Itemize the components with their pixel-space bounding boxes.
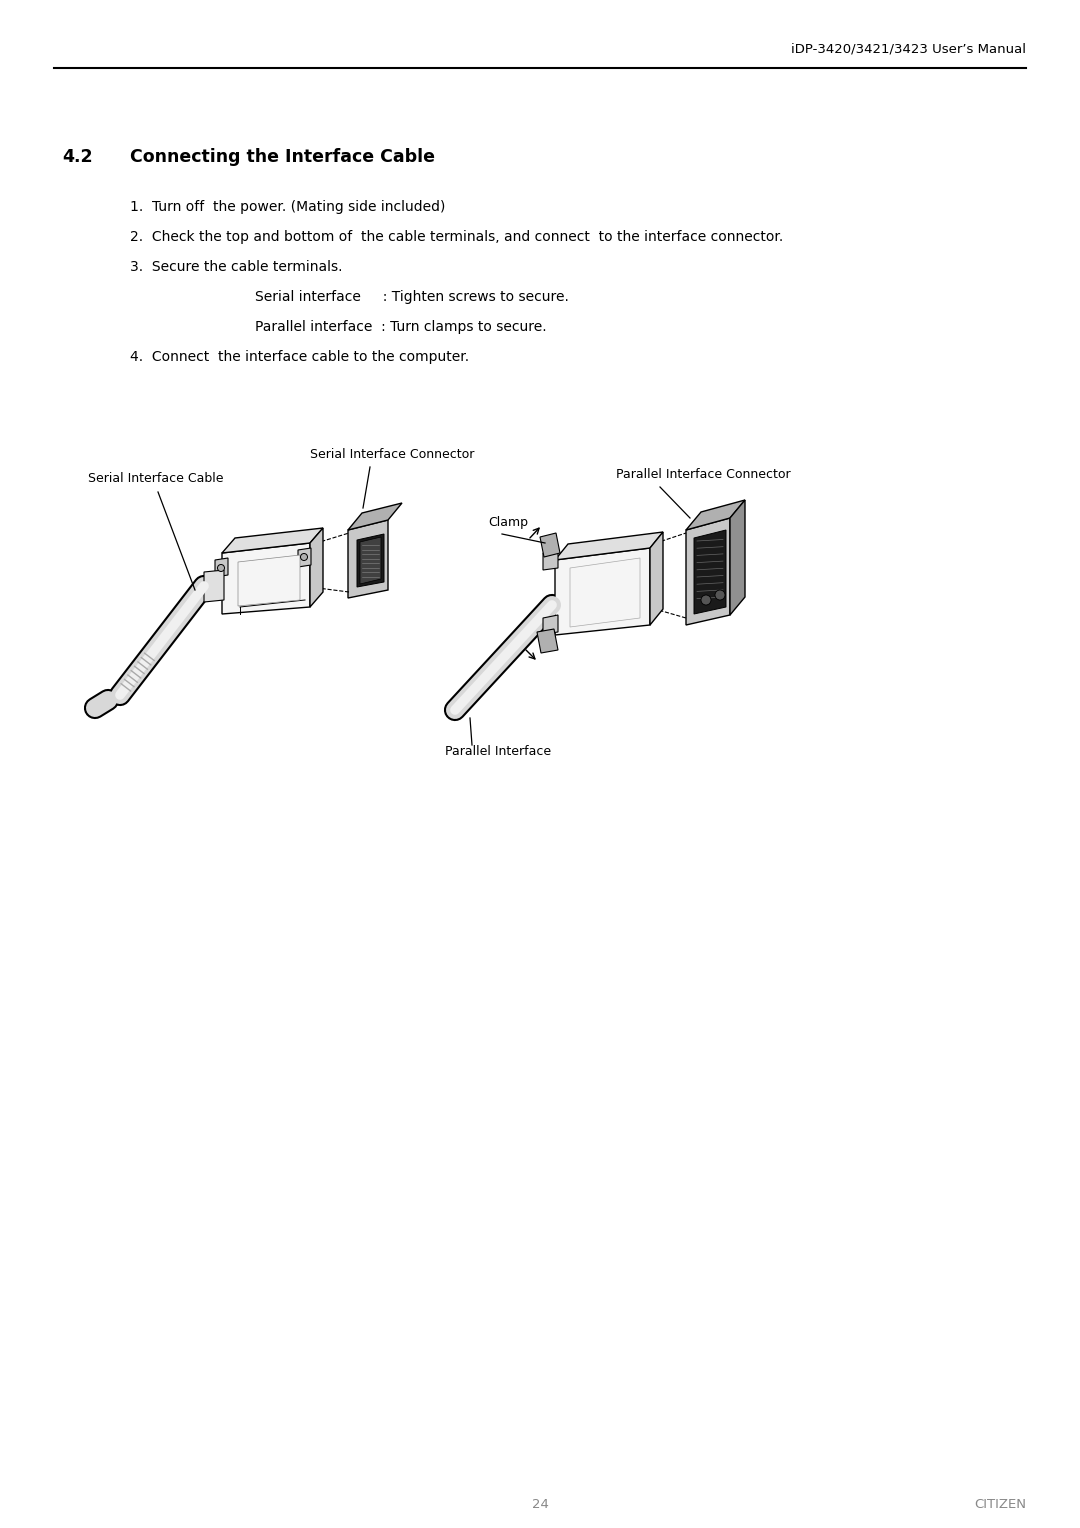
Polygon shape: [204, 570, 224, 602]
Text: iDP-3420/3421/3423 User’s Manual: iDP-3420/3421/3423 User’s Manual: [791, 41, 1026, 55]
Circle shape: [217, 564, 225, 571]
Text: Parallel Interface: Parallel Interface: [445, 746, 551, 758]
Polygon shape: [360, 536, 381, 584]
Text: 1.  Turn off  the power. (Mating side included): 1. Turn off the power. (Mating side incl…: [130, 200, 445, 214]
Polygon shape: [537, 630, 558, 652]
Polygon shape: [357, 533, 384, 587]
Polygon shape: [222, 529, 323, 553]
Polygon shape: [543, 614, 558, 634]
Polygon shape: [348, 503, 402, 530]
Polygon shape: [215, 558, 228, 578]
Text: CITIZEN: CITIZEN: [974, 1497, 1026, 1511]
Circle shape: [701, 594, 711, 605]
Polygon shape: [238, 555, 300, 607]
Polygon shape: [310, 529, 323, 607]
Text: Serial interface     : Tighten screws to secure.: Serial interface : Tighten screws to sec…: [255, 290, 569, 304]
Polygon shape: [555, 549, 650, 636]
Polygon shape: [650, 532, 663, 625]
Text: Serial Interface Cable: Serial Interface Cable: [87, 472, 224, 484]
Polygon shape: [570, 558, 640, 626]
Polygon shape: [543, 552, 558, 570]
Text: Serial Interface Connector: Serial Interface Connector: [310, 448, 474, 461]
Polygon shape: [348, 520, 388, 597]
Polygon shape: [686, 500, 745, 530]
Polygon shape: [730, 500, 745, 614]
Text: Parallel interface  : Turn clamps to secure.: Parallel interface : Turn clamps to secu…: [255, 319, 546, 335]
Circle shape: [715, 590, 725, 601]
Text: 4.  Connect  the interface cable to the computer.: 4. Connect the interface cable to the co…: [130, 350, 469, 364]
Polygon shape: [555, 532, 663, 559]
Polygon shape: [298, 549, 311, 567]
Text: 3.  Secure the cable terminals.: 3. Secure the cable terminals.: [130, 260, 342, 274]
Polygon shape: [540, 533, 561, 558]
Text: 4.2: 4.2: [62, 148, 93, 167]
Text: Connecting the Interface Cable: Connecting the Interface Cable: [130, 148, 435, 167]
Text: 24: 24: [531, 1497, 549, 1511]
Text: Clamp: Clamp: [488, 516, 528, 529]
Polygon shape: [694, 530, 726, 614]
Polygon shape: [686, 518, 730, 625]
Text: 2.  Check the top and bottom of  the cable terminals, and connect  to the interf: 2. Check the top and bottom of the cable…: [130, 231, 783, 244]
Circle shape: [300, 553, 308, 561]
Polygon shape: [222, 542, 310, 614]
Text: Parallel Interface Connector: Parallel Interface Connector: [616, 468, 791, 481]
